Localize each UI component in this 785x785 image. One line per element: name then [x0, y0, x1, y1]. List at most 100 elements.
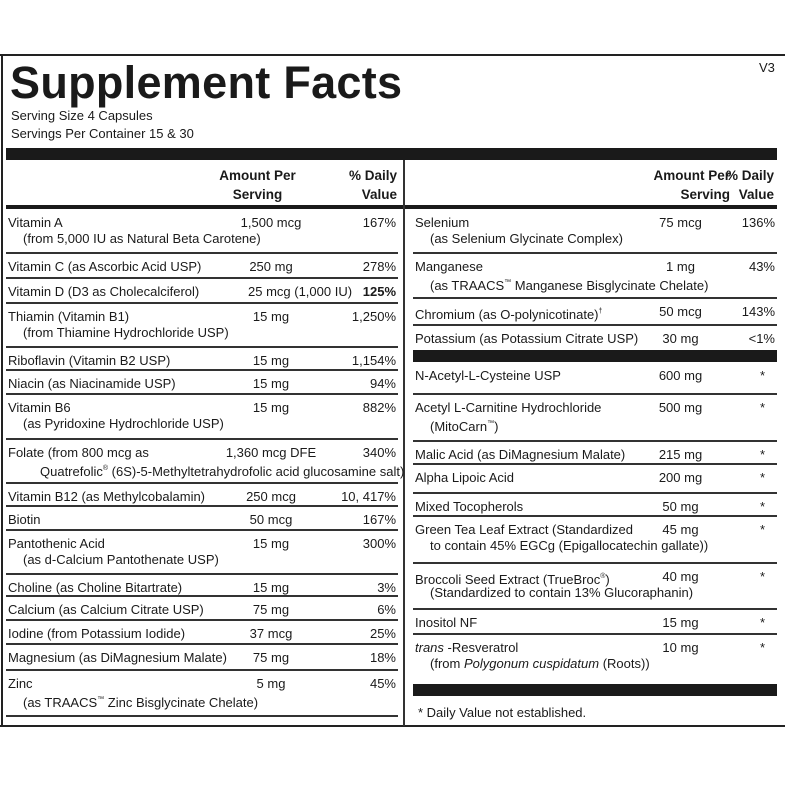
amount-per-serving: 600 mg	[658, 368, 703, 383]
daily-value: *	[759, 499, 765, 514]
daily-value: 25%	[369, 626, 396, 641]
text-segment: Choline (as Choline Bitartrate)	[8, 580, 183, 595]
italic-term: trans	[415, 640, 444, 655]
nutrient-row: Mixed Tocopherols 50 mg *	[413, 493, 777, 517]
nutrient-name: Riboflavin (Vitamin B2 USP)	[8, 352, 170, 369]
version-code: V3	[759, 60, 775, 75]
text-segment: (from Thiamine Hydrochloride USP)	[23, 325, 229, 340]
nutrient-row: Calcium (as Calcium Citrate USP) 75 mg 6%	[6, 596, 398, 621]
row-divider	[6, 369, 398, 371]
text-segment: (from	[430, 656, 464, 671]
row-divider	[6, 715, 398, 717]
text-segment: Manganese	[415, 259, 483, 274]
amount-per-serving: 75 mg	[252, 602, 290, 617]
nutrient-source: (from 5,000 IU as Natural Beta Carotene)	[23, 230, 261, 247]
nutrient-row: Vitamin B12 (as Methylcobalamin) 250 mcg 1…	[6, 483, 398, 507]
nutrient-row: Vitamin C (as Ascorbic Acid USP) 250 mg 27…	[6, 253, 398, 279]
italic-term: Polygonum cuspidatum	[463, 656, 600, 671]
amount-per-serving: 30 mg	[662, 331, 699, 346]
text-segment: Vitamin C (as Ascorbic Acid USP)	[8, 259, 202, 274]
nutrient-row: Selenium (as Selenium Glycinate Complex) 7…	[413, 209, 777, 254]
amount-per-serving: 40 mg	[662, 569, 699, 584]
text-segment: Iodine (from Potassium Iodide)	[8, 626, 186, 641]
row-divider	[413, 440, 777, 442]
amount-per-serving: 75 mcg	[659, 215, 702, 230]
text-segment: Niacin (as Niacinamide USP)	[8, 376, 176, 391]
nutrient-name: Pantothenic Acid	[8, 535, 105, 552]
nutrient-source: to contain 45% EGCg (Epigallocatechin ga…	[430, 537, 708, 554]
text-segment: (MitoCarn	[430, 419, 488, 434]
text-segment: (from 5,000 IU as Natural Beta Carotene)	[23, 231, 261, 246]
amount-per-serving: 15 mg	[252, 353, 290, 368]
daily-value: 18%	[369, 650, 396, 665]
nutrient-name: N-Acetyl-L-Cysteine USP	[415, 367, 561, 384]
nutrient-source: Quatrefolic® (6S)-5-Methyltetrahydrofoli…	[40, 460, 404, 480]
text-segment: (as TRAACS	[23, 695, 98, 710]
nutrient-name: Potassium (as Potassium Citrate USP)	[415, 330, 638, 347]
text-segment: -Resveratrol	[443, 640, 519, 655]
symbol-mark: †	[598, 308, 603, 315]
text-segment: Riboflavin (Vitamin B2 USP)	[8, 353, 171, 368]
nutrient-row: Pantothenic Acid (as d-Calcium Pantothena…	[6, 530, 398, 575]
nutrient-name: Inositol NF	[415, 614, 477, 631]
nutrient-row: Biotin 50 mcg 167%	[6, 506, 398, 531]
amount-per-serving: 1 mg	[666, 259, 695, 274]
daily-value: *	[759, 447, 765, 462]
nutrient-name: Chromium (as O-polynicotinate)†	[415, 303, 602, 323]
row-divider	[413, 515, 777, 517]
text-segment: Mixed Tocopherols	[415, 499, 524, 514]
text-segment: (as d-Calcium Pantothenate USP)	[23, 552, 219, 567]
text-segment: (as Pyridoxine Hydrochloride USP)	[23, 416, 224, 431]
nutrient-name: Malic Acid (as DiMagnesium Malate)	[415, 446, 625, 463]
symbol-mark: ™	[487, 420, 495, 427]
label-top-border	[0, 54, 785, 56]
row-divider	[6, 669, 398, 671]
amount-per-serving: 200 mg	[658, 470, 703, 485]
row-divider	[413, 297, 777, 299]
amount-per-serving: 1,360 mcg DFE	[225, 445, 317, 460]
text-segment: (Standardized to contain 13% Glucoraphan…	[430, 585, 694, 600]
nutrient-row: Zinc (as TRAACS™ Zinc Bisglycinate Chelat…	[6, 670, 398, 717]
daily-value: 300%	[362, 536, 396, 551]
left-header-rule	[6, 205, 403, 209]
symbol-mark: ®	[600, 573, 606, 580]
amount-per-serving: 10 mg	[662, 640, 699, 655]
footnote: * Daily Value not established.	[418, 705, 587, 720]
nutrient-row: Acetyl L-Carnitine Hydrochloride (MitoCar…	[413, 394, 777, 442]
daily-value: *	[759, 640, 765, 655]
daily-value: <1%	[748, 331, 775, 346]
row-divider	[6, 619, 398, 621]
row-divider	[6, 529, 398, 531]
daily-value: 882%	[362, 400, 396, 415]
amount-per-serving: 15 mg	[252, 376, 290, 391]
right-dv-header: % Daily Value	[725, 168, 774, 202]
row-divider	[6, 643, 398, 645]
daily-value: 45%	[369, 676, 396, 691]
text-segment: N-Acetyl-L-Cysteine USP	[415, 368, 561, 383]
amount-per-serving: 37 mcg	[249, 626, 293, 641]
nutrient-name: trans -Resveratrol	[415, 639, 518, 656]
daily-value: 278%	[362, 259, 396, 274]
nutrient-name: Thiamin (Vitamin B1)	[8, 308, 129, 325]
text-segment: Vitamin D (D3 as Cholecalciferol)	[8, 284, 200, 299]
nutrient-row: Malic Acid (as DiMagnesium Malate) 215 mg…	[413, 441, 777, 465]
text-segment: Calcium (as Calcium Citrate USP)	[8, 602, 204, 617]
text-segment: Pantothenic Acid	[8, 536, 105, 551]
nutrient-source: (as TRAACS™ Zinc Bisglycinate Chelate)	[23, 691, 258, 711]
text-segment: Manganese Bisglycinate Chelate)	[511, 278, 709, 293]
row-divider	[6, 252, 398, 254]
right-mid-black-bar	[413, 350, 777, 362]
text-segment: Chromium (as O-polynicotinate)	[415, 307, 599, 322]
amount-per-serving: 250 mg	[249, 259, 293, 274]
text-segment: Vitamin B12 (as Methylcobalamin)	[8, 489, 206, 504]
text-segment: Inositol NF	[415, 615, 478, 630]
nutrient-source: (as Pyridoxine Hydrochloride USP)	[23, 415, 224, 432]
nutrient-name: Iodine (from Potassium Iodide)	[8, 625, 185, 642]
symbol-mark: ™	[97, 696, 105, 703]
top-black-bar	[6, 148, 777, 160]
row-divider	[413, 633, 777, 635]
row-divider	[6, 595, 398, 597]
nutrient-source: (as TRAACS™ Manganese Bisglycinate Chela…	[430, 274, 708, 294]
amount-per-serving: 250 mcg	[246, 489, 296, 504]
text-segment: Zinc Bisglycinate Chelate)	[104, 695, 259, 710]
